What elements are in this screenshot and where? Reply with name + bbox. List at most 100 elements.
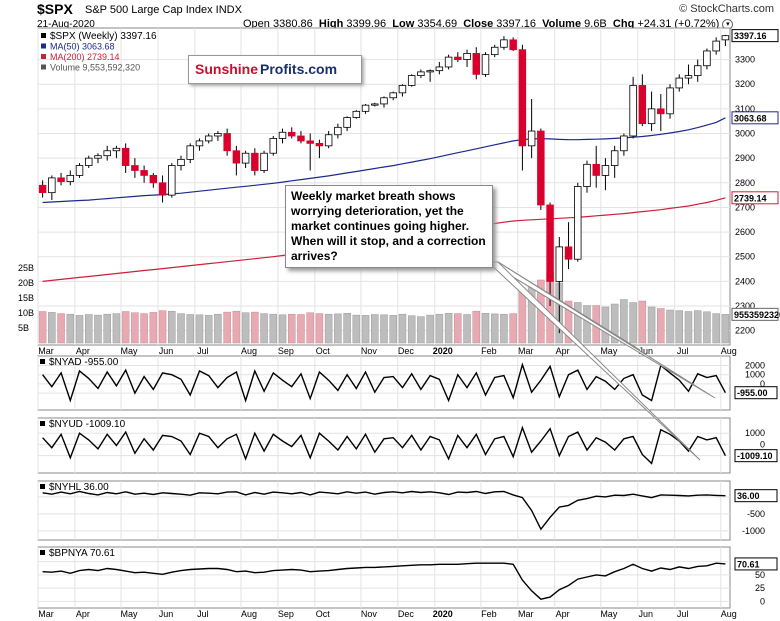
- candle-body: [48, 177, 56, 194]
- x-tick-label-bottom: Apr: [556, 609, 570, 619]
- price-tick-label: 2600: [735, 227, 755, 237]
- candle: [666, 84, 674, 119]
- volume-bar: [232, 310, 241, 344]
- candle-body: [638, 85, 647, 125]
- candle-body: [509, 39, 517, 51]
- volume-bar: [629, 302, 637, 344]
- price-tick-label: 2900: [735, 153, 755, 163]
- candle: [620, 133, 628, 156]
- volume-bar: [158, 310, 167, 344]
- candle: [131, 158, 139, 178]
- volume-bar: [407, 315, 416, 344]
- x-tick-label-bottom: Nov: [361, 609, 378, 619]
- indicator-tick-label: 50: [755, 570, 765, 580]
- volume-bar: [214, 313, 222, 344]
- x-tick-label: May: [121, 346, 139, 356]
- candle-body: [343, 117, 351, 128]
- volume-bar: [287, 313, 296, 344]
- candle-body: [647, 108, 656, 125]
- legend-ma200-swatch: [41, 54, 46, 59]
- volume-bar: [186, 314, 194, 344]
- candle-body: [537, 130, 545, 206]
- volume-bar: [610, 303, 619, 344]
- legend-ma50: MA(50) 3063.68: [50, 42, 115, 52]
- indicator-last-tag: 70.61: [737, 559, 760, 569]
- indicator-legend-swatch: [40, 484, 45, 489]
- x-tick-label-bottom: Aug: [241, 609, 257, 619]
- candle-body: [657, 108, 665, 115]
- x-tick-label: Mar: [38, 346, 54, 356]
- candle: [112, 145, 121, 159]
- candle: [38, 180, 47, 198]
- candle: [472, 47, 480, 80]
- candle-body: [481, 54, 490, 75]
- volume-bar: [140, 313, 148, 344]
- candle: [712, 37, 720, 55]
- symbol-description: S&P 500 Large Cap Index INDX: [85, 4, 242, 16]
- volume-bar: [509, 313, 517, 344]
- volume-bar: [398, 313, 407, 344]
- low-value: 3354.69: [417, 18, 458, 30]
- indicator-tick-label: 0: [760, 379, 765, 389]
- candle-body: [555, 246, 564, 282]
- candle: [509, 37, 517, 51]
- candle: [721, 34, 730, 47]
- candle-body: [601, 165, 610, 176]
- volume-bar: [66, 313, 75, 344]
- indicator-tick-label: 0: [760, 596, 765, 606]
- volume-bar: [518, 290, 527, 344]
- volume-bar: [703, 311, 711, 344]
- candle: [232, 145, 241, 176]
- candle: [214, 131, 222, 141]
- volume-bar: [168, 310, 176, 344]
- candle-body: [260, 152, 268, 171]
- candle-body: [712, 40, 720, 52]
- close-value: 3397.16: [496, 18, 537, 30]
- candle: [158, 175, 167, 203]
- candle: [638, 74, 647, 127]
- candle: [260, 150, 268, 173]
- volume-bar: [306, 312, 314, 344]
- candle-body: [546, 204, 554, 282]
- price-tick-label: 2800: [735, 178, 755, 188]
- candle-body: [186, 145, 194, 160]
- candle: [454, 52, 462, 63]
- volume-bar: [574, 302, 582, 344]
- volume-bar: [38, 311, 47, 344]
- volume-bar: [583, 305, 591, 344]
- candle-body: [168, 165, 176, 196]
- candle-body: [131, 165, 139, 171]
- candle-body: [306, 140, 314, 144]
- volume-bar: [490, 313, 499, 344]
- x-tick-label-bottom: May: [121, 609, 139, 619]
- candle: [361, 103, 370, 114]
- panel-frame-3: [37, 480, 731, 541]
- candle-body: [518, 49, 527, 147]
- volume-bar: [251, 311, 259, 344]
- candle-body: [278, 131, 287, 139]
- candle-body: [463, 53, 471, 60]
- candle-body: [444, 56, 453, 68]
- chart-header: $SPX S&P 500 Large Cap Index INDX © Stoc…: [0, 0, 780, 34]
- volume-bar: [620, 299, 628, 344]
- candle-body: [426, 70, 434, 73]
- candle: [463, 49, 471, 67]
- candle: [204, 133, 213, 144]
- volume-value: 9.6B: [584, 18, 607, 30]
- candle: [288, 127, 296, 139]
- x-tick-label: Dec: [398, 346, 415, 356]
- indicator-last-tag: -1009.10: [737, 451, 773, 461]
- candle-body: [371, 103, 379, 106]
- stockcharts-credit[interactable]: © StockCharts.com: [679, 3, 774, 15]
- volume-bar: [389, 315, 397, 344]
- candle: [703, 48, 711, 70]
- x-tick-label-bottom: Oct: [316, 609, 331, 619]
- candle-body: [583, 163, 591, 187]
- candle: [537, 128, 545, 210]
- price-tick-label: 2200: [735, 326, 755, 336]
- candle: [444, 54, 453, 70]
- price-tick-label: 3100: [735, 104, 755, 114]
- candle-body: [703, 50, 711, 67]
- indicator-tick-label: 25: [755, 583, 765, 593]
- volume-bar: [684, 311, 693, 344]
